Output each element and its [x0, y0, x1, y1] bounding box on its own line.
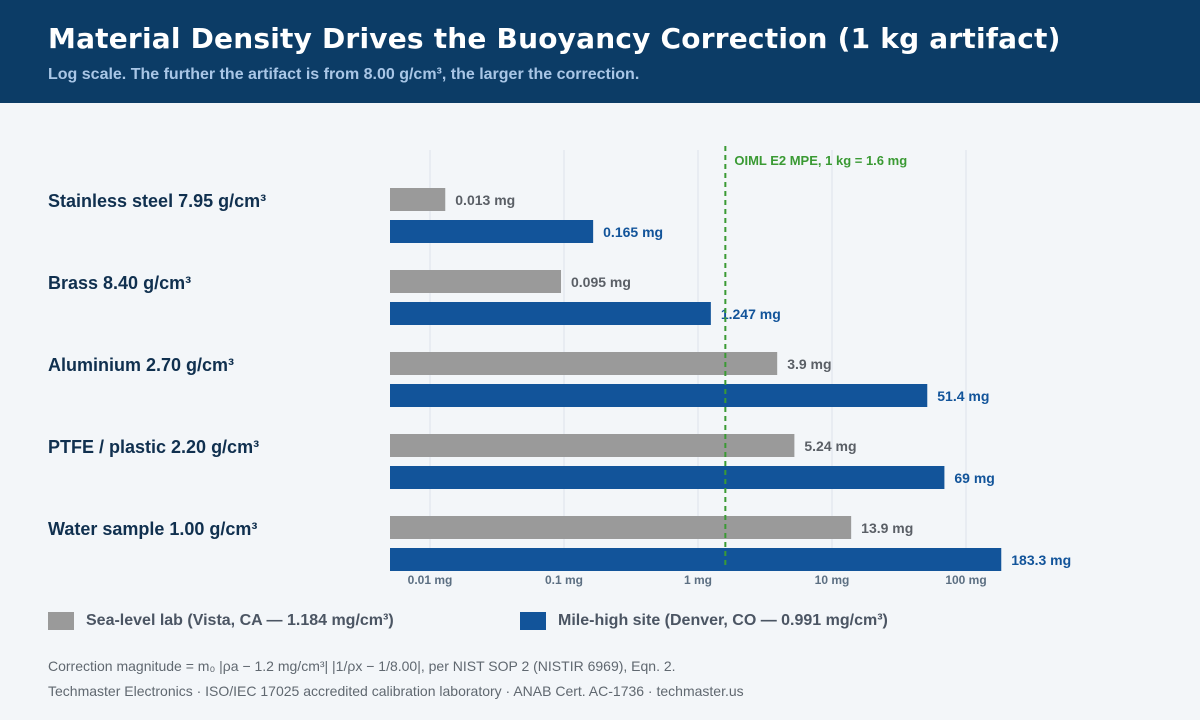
bar-value-label: 51.4 mg [937, 388, 989, 404]
footnote-credit: Techmaster Electronics · ISO/IEC 17025 a… [48, 683, 744, 699]
bar-value-label: 13.9 mg [861, 520, 913, 536]
bar [390, 548, 1002, 571]
x-tick-label: 10 mg [815, 573, 850, 587]
reference-line-label: OIML E2 MPE, 1 kg = 1.6 mg [734, 153, 907, 168]
category-label: PTFE / plastic 2.20 g/cm³ [48, 437, 259, 457]
bar [390, 302, 711, 325]
legend: Sea-level lab (Vista, CA — 1.184 mg/cm³)… [48, 612, 1148, 636]
bar-chart: 0.01 mg 0.1 mg 1 mg 10 mg 100 mg Stainless st… [48, 146, 1071, 587]
category-label: Aluminium 2.70 g/cm³ [48, 355, 234, 375]
bar-value-label: 3.9 mg [787, 356, 831, 372]
bar-value-label: 0.165 mg [603, 224, 663, 240]
x-tick-label: 1 mg [684, 573, 712, 587]
legend-item-sea-level: Sea-level lab (Vista, CA — 1.184 mg/cm³) [48, 612, 394, 630]
bar [390, 466, 945, 489]
category-label: Stainless steel 7.95 g/cm³ [48, 191, 266, 211]
x-tick-label: 100 mg [945, 573, 986, 587]
bar-value-label: 5.24 mg [804, 438, 856, 454]
bar [390, 220, 594, 243]
bar [390, 188, 446, 211]
bar [390, 516, 852, 539]
x-tick-label: 0.1 mg [545, 573, 583, 587]
legend-swatch-sea-level [48, 612, 74, 630]
bar [390, 434, 795, 457]
bar [390, 352, 778, 375]
bar [390, 270, 562, 293]
legend-label-sea-level: Sea-level lab (Vista, CA — 1.184 mg/cm³) [86, 612, 394, 629]
chart-title: Material Density Drives the Buoyancy Cor… [48, 22, 1061, 55]
legend-label-mile-high: Mile-high site (Denver, CO — 0.991 mg/cm… [558, 612, 888, 629]
bar-value-label: 183.3 mg [1011, 552, 1071, 568]
bar [390, 384, 928, 407]
legend-swatch-mile-high [520, 612, 546, 630]
bar-value-label: 69 mg [954, 470, 994, 486]
bar-value-label: 0.013 mg [455, 192, 515, 208]
bar-value-label: 1.247 mg [721, 306, 781, 322]
x-tick-label: 0.01 mg [408, 573, 453, 587]
legend-item-mile-high: Mile-high site (Denver, CO — 0.991 mg/cm… [520, 612, 888, 630]
chart-subtitle: Log scale. The further the artifact is f… [48, 66, 640, 83]
bar-value-label: 0.095 mg [571, 274, 631, 290]
header-banner: Material Density Drives the Buoyancy Cor… [0, 0, 1200, 103]
category-label: Brass 8.40 g/cm³ [48, 273, 191, 293]
category-label: Water sample 1.00 g/cm³ [48, 519, 257, 539]
footnote-formula: Correction magnitude = m₀ |ρa − 1.2 mg/c… [48, 658, 676, 674]
